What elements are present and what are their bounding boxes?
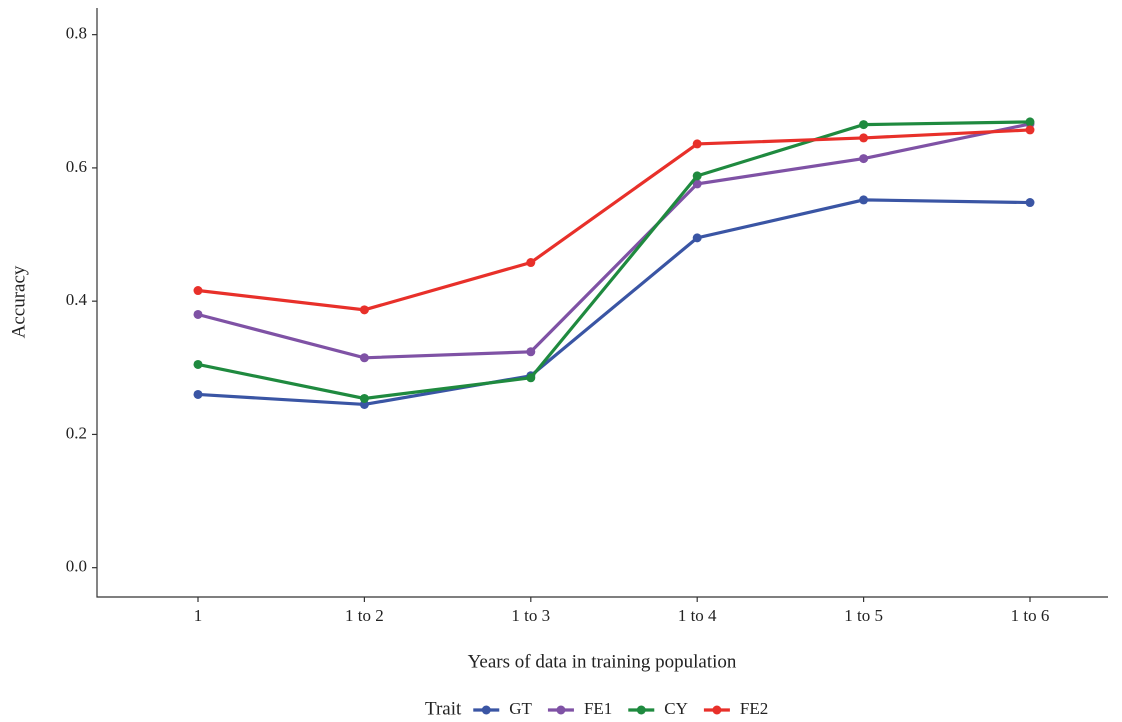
legend-label: FE1 bbox=[584, 699, 612, 718]
data-point bbox=[359, 393, 369, 403]
data-point bbox=[692, 179, 702, 189]
data-point bbox=[193, 359, 203, 369]
data-point bbox=[526, 373, 536, 383]
series-line bbox=[197, 122, 1031, 360]
y-axis-title: Accuracy bbox=[8, 265, 29, 338]
data-point bbox=[692, 139, 702, 149]
x-tick-label: 1 to 4 bbox=[678, 606, 717, 625]
data-point bbox=[526, 258, 536, 268]
legend-label: FE2 bbox=[740, 699, 768, 718]
data-point bbox=[193, 389, 203, 399]
x-tick-label: 1 to 6 bbox=[1011, 606, 1050, 625]
data-point bbox=[1025, 117, 1035, 127]
x-axis-title: Years of data in training population bbox=[468, 651, 737, 672]
y-tick-label: 0.2 bbox=[66, 423, 87, 442]
legend-swatch-dot bbox=[556, 705, 566, 715]
legend-swatch-dot bbox=[481, 705, 491, 715]
data-point bbox=[859, 120, 869, 130]
y-tick-label: 0.6 bbox=[66, 157, 87, 176]
data-point bbox=[359, 353, 369, 363]
y-tick-label: 0.4 bbox=[66, 290, 88, 309]
legend-title: Trait bbox=[425, 698, 462, 719]
data-point bbox=[859, 195, 869, 205]
y-tick-label: 0.8 bbox=[66, 24, 87, 43]
y-tick-label: 0.0 bbox=[66, 557, 87, 576]
data-point bbox=[1025, 198, 1035, 208]
data-point bbox=[359, 305, 369, 315]
legend-label: GT bbox=[509, 699, 532, 718]
x-tick-label: 1 to 3 bbox=[511, 606, 550, 625]
x-tick-label: 1 to 5 bbox=[844, 606, 883, 625]
legend-swatch-dot bbox=[712, 705, 722, 715]
x-tick-label: 1 bbox=[194, 606, 203, 625]
series-line bbox=[197, 128, 1031, 312]
series-line bbox=[197, 120, 1031, 401]
axes bbox=[96, 8, 1108, 598]
x-tick-label: 1 to 2 bbox=[345, 606, 384, 625]
data-point bbox=[692, 233, 702, 243]
data-point bbox=[859, 133, 869, 143]
data-point bbox=[1025, 125, 1035, 135]
data-point bbox=[526, 347, 536, 357]
data-point bbox=[859, 154, 869, 164]
legend-label: CY bbox=[664, 699, 688, 718]
series-line bbox=[197, 198, 1031, 407]
data-point bbox=[193, 309, 203, 319]
legend-swatch-dot bbox=[636, 705, 646, 715]
data-point bbox=[692, 171, 702, 181]
data-point bbox=[193, 286, 203, 296]
